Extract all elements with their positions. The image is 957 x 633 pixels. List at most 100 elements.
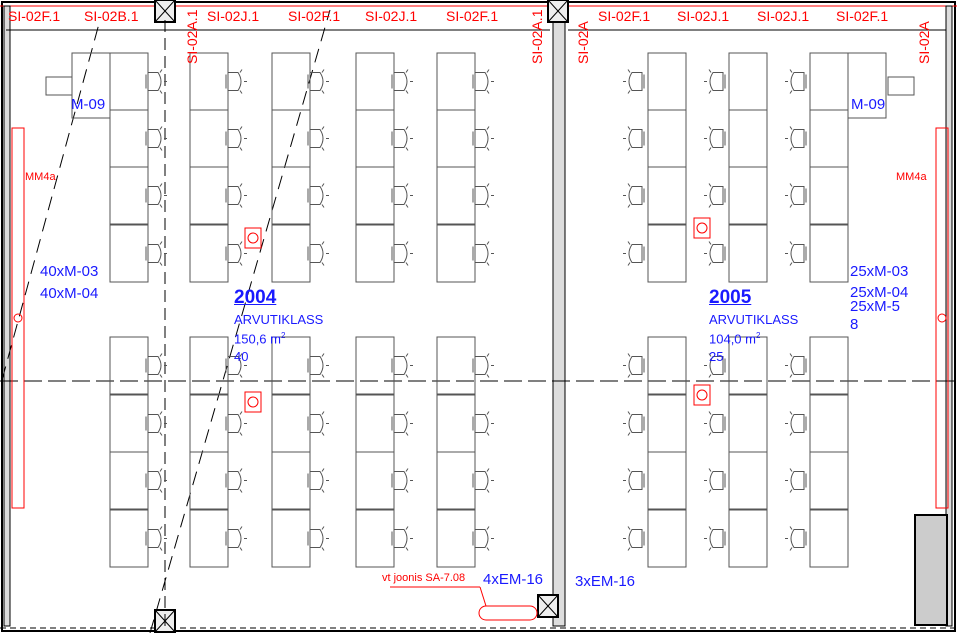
partition-wall <box>552 5 566 627</box>
chair-icon <box>307 126 329 151</box>
chair-icon <box>307 353 329 378</box>
desk <box>728 451 768 510</box>
chair-icon <box>623 183 645 208</box>
chair-icon <box>307 241 329 266</box>
label-vertical: SI-02A <box>916 21 932 64</box>
reference-bubble <box>478 605 538 621</box>
chair-icon <box>623 468 645 493</box>
socket-icon <box>696 389 708 401</box>
radiator-valve-icon <box>13 313 23 323</box>
chair-icon <box>307 468 329 493</box>
socket-icon <box>244 227 262 249</box>
room-2005-item: 25xM-5 <box>850 298 901 315</box>
equipment-label: M-09 <box>71 96 106 113</box>
chair-icon <box>623 353 645 378</box>
chair-icon <box>785 411 807 436</box>
chair-icon <box>785 526 807 551</box>
reference-leader <box>479 586 487 607</box>
label-top: SI-02J.1 <box>207 8 260 24</box>
chair-icon <box>145 411 167 436</box>
desk <box>809 166 849 225</box>
column-cross <box>154 0 176 23</box>
chair-icon <box>704 241 726 266</box>
desk <box>109 451 149 510</box>
chair-icon <box>225 69 247 94</box>
desk <box>647 509 687 568</box>
left-wall <box>3 5 11 627</box>
chair-icon <box>225 411 247 436</box>
room-2005-item: 8 <box>850 316 859 333</box>
chair-icon <box>623 411 645 436</box>
chair-icon <box>472 241 494 266</box>
desk <box>189 394 229 453</box>
chair-icon <box>145 526 167 551</box>
radiator <box>11 127 25 509</box>
desk <box>436 509 476 568</box>
desk <box>728 109 768 168</box>
chair-icon <box>307 183 329 208</box>
room-2004-number: 2004 <box>234 287 277 308</box>
chair-icon <box>391 411 413 436</box>
teacher-chair-icon <box>887 76 915 96</box>
socket-icon <box>244 391 262 413</box>
chair-icon <box>704 353 726 378</box>
desk <box>355 166 395 225</box>
chair-icon <box>623 69 645 94</box>
radiator <box>935 127 949 509</box>
chair-icon <box>785 353 807 378</box>
label-top: SI-02F.1 <box>836 8 889 24</box>
chair-icon <box>307 526 329 551</box>
socket-icon <box>696 222 708 234</box>
desk <box>809 52 849 111</box>
desk <box>109 166 149 225</box>
socket-icon <box>247 396 259 408</box>
desk <box>809 224 849 283</box>
chair-icon <box>704 183 726 208</box>
room-2004-area: 150,6 m2 <box>234 331 286 347</box>
chair-icon <box>145 353 167 378</box>
room-2005-number: 2005 <box>709 287 752 308</box>
chair-icon <box>472 126 494 151</box>
desk <box>647 451 687 510</box>
desk <box>436 166 476 225</box>
equipment-label: MM4a <box>896 171 927 183</box>
chair-icon <box>785 241 807 266</box>
chair-icon <box>623 126 645 151</box>
desk <box>109 394 149 453</box>
desk <box>109 509 149 568</box>
desk <box>355 109 395 168</box>
chair-icon <box>472 183 494 208</box>
label-top: SI-02J.1 <box>757 8 810 24</box>
desk <box>355 224 395 283</box>
desk <box>355 509 395 568</box>
desk <box>436 336 476 395</box>
teacher-desk <box>847 52 887 119</box>
chair-icon <box>145 241 167 266</box>
chair-icon <box>704 468 726 493</box>
chair-icon <box>145 126 167 151</box>
room-2004-item: 40xM-03 <box>40 263 99 280</box>
desk <box>436 224 476 283</box>
chair-icon <box>472 69 494 94</box>
shaft <box>914 514 948 626</box>
chair-icon <box>391 241 413 266</box>
chair-icon <box>145 183 167 208</box>
desk <box>109 224 149 283</box>
chair-icon <box>785 468 807 493</box>
drawing-reference: vt joonis SA-7.08 <box>382 572 466 584</box>
desk <box>647 52 687 111</box>
room-2005-seats: 25 <box>709 349 724 364</box>
chair-icon <box>391 526 413 551</box>
desk <box>809 336 849 395</box>
equipment-label: 4xEM-16 <box>483 571 544 588</box>
desk <box>728 509 768 568</box>
radiator-valve-icon <box>937 313 947 323</box>
desk <box>271 109 311 168</box>
desk <box>647 336 687 395</box>
label-top: SI-02F.1 <box>8 8 61 24</box>
socket-icon <box>247 232 259 244</box>
chair-icon <box>225 526 247 551</box>
chair-icon <box>785 126 807 151</box>
chair-icon <box>785 183 807 208</box>
room-2005-item: 25xM-03 <box>850 263 909 280</box>
